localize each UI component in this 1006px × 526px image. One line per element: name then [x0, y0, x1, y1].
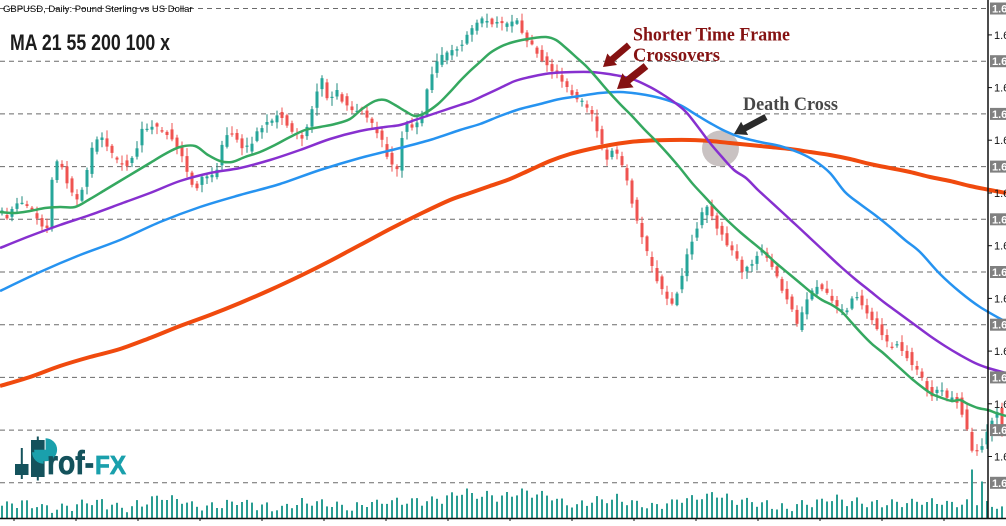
svg-text:1.6: 1.6 — [992, 320, 1006, 332]
svg-text:1.6: 1.6 — [992, 162, 1006, 174]
svg-text:1.6: 1.6 — [992, 478, 1006, 490]
svg-text:1.6: 1.6 — [994, 452, 1006, 464]
svg-text:1.6: 1.6 — [992, 109, 1006, 121]
svg-text:Death Cross: Death Cross — [743, 95, 838, 115]
svg-text:1.6: 1.6 — [994, 346, 1006, 358]
svg-text:FX: FX — [95, 452, 126, 480]
svg-text:1.6: 1.6 — [992, 214, 1006, 226]
svg-text:1.6: 1.6 — [992, 425, 1006, 437]
svg-text:1.6: 1.6 — [992, 4, 1006, 16]
svg-text:Crossovers: Crossovers — [633, 46, 720, 66]
svg-text:1.6: 1.6 — [992, 267, 1006, 279]
svg-text:1.6: 1.6 — [994, 188, 1006, 200]
svg-text:1.6: 1.6 — [994, 83, 1006, 95]
svg-text:1.6: 1.6 — [994, 399, 1006, 411]
svg-text:MA 21 55 200 100 x: MA 21 55 200 100 x — [10, 30, 171, 55]
svg-text:1.6: 1.6 — [992, 56, 1006, 68]
svg-text:1.6: 1.6 — [994, 135, 1006, 147]
svg-text:1.6: 1.6 — [994, 293, 1006, 305]
svg-text:GBPUSD, Daily: Pound Sterling: GBPUSD, Daily: Pound Sterling vs US Doll… — [3, 4, 193, 15]
svg-text:1.6: 1.6 — [994, 241, 1006, 253]
svg-text:1.6: 1.6 — [992, 372, 1006, 384]
svg-text:Shorter Time Frame: Shorter Time Frame — [633, 26, 790, 46]
svg-text:rof-: rof- — [47, 444, 94, 481]
svg-text:1.6: 1.6 — [994, 30, 1006, 42]
